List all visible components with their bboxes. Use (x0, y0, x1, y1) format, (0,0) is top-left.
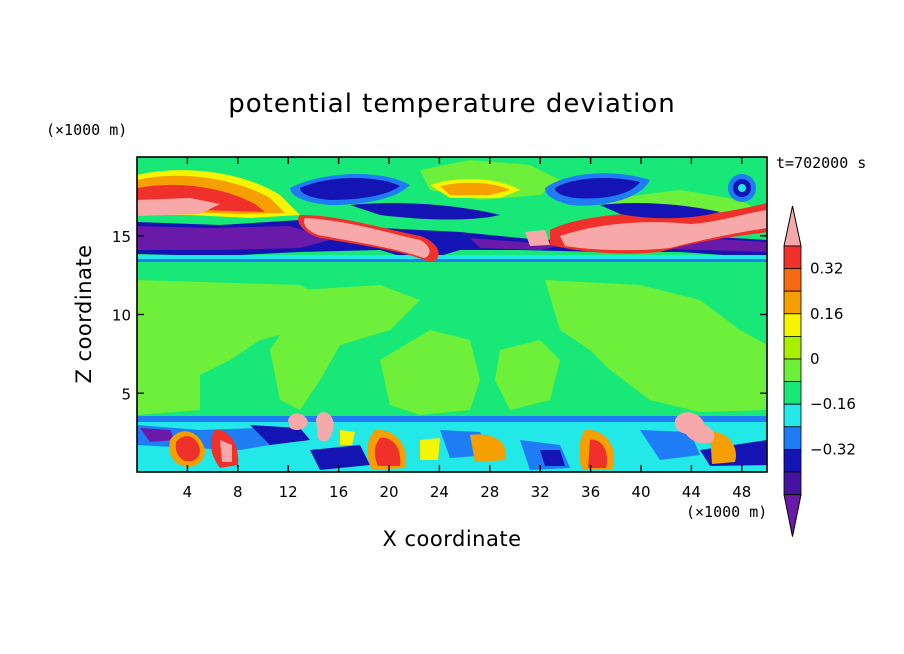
y-tick-label: 10 (112, 307, 131, 325)
x-axis-unit: (×1000 m) (686, 503, 767, 521)
y-tick-label: 15 (112, 228, 131, 246)
colorbar-label: −0.32 (810, 440, 856, 458)
upper-negative-lenses (290, 173, 756, 220)
y-axis-ticks: 5 10 15 (112, 228, 767, 403)
x-tick-label: 48 (732, 483, 751, 501)
x-axis-ticks: 4 8 12 16 20 24 28 32 36 40 44 48 (183, 157, 751, 501)
x-tick-label: 24 (430, 483, 449, 501)
colorbar-segment (783, 358, 802, 383)
colorbar-segment (783, 381, 802, 405)
colorbar-label: 0.32 (810, 260, 843, 278)
colorbar-segment (783, 290, 802, 315)
x-tick-label: 20 (379, 483, 398, 501)
x-tick-label: 44 (682, 483, 701, 501)
contour-field (137, 157, 767, 472)
colorbar (783, 205, 802, 537)
y-axis-label: Z coordinate (72, 244, 96, 383)
chart-title: potential temperature deviation (228, 89, 675, 119)
x-tick-label: 16 (329, 483, 348, 501)
colorbar-label: 0.16 (810, 305, 843, 323)
x-tick-label: 4 (183, 483, 193, 501)
x-tick-label: 12 (279, 483, 298, 501)
colorbar-top-arrow (783, 205, 802, 247)
colorbar-label: 0 (810, 350, 820, 368)
x-tick-label: 40 (631, 483, 650, 501)
upper-positive-arcs (137, 170, 767, 262)
y-axis-unit: (×1000 m) (46, 121, 127, 139)
x-tick-label: 32 (531, 483, 550, 501)
colorbar-segment (783, 426, 802, 450)
x-tick-label: 8 (233, 483, 243, 501)
colorbar-labels: 0.32 0.16 0 −0.16 −0.32 (810, 260, 856, 459)
time-label: t=702000 s (776, 154, 866, 172)
colorbar-segment (783, 403, 802, 428)
colorbar-segment (783, 245, 802, 270)
x-tick-label: 28 (480, 483, 499, 501)
colorbar-segment (783, 448, 802, 473)
y-tick-label: 5 (121, 385, 131, 403)
colorbar-segment (783, 471, 802, 496)
colorbar-segment (783, 313, 802, 337)
lower-boundary-layer (137, 412, 767, 472)
x-axis-label: X coordinate (382, 527, 521, 551)
colorbar-segment (783, 335, 802, 360)
colorbar-segment (783, 268, 802, 292)
x-tick-label: 36 (581, 483, 600, 501)
colorbar-label: −0.16 (810, 395, 856, 413)
colorbar-bottom-arrow (783, 494, 802, 537)
